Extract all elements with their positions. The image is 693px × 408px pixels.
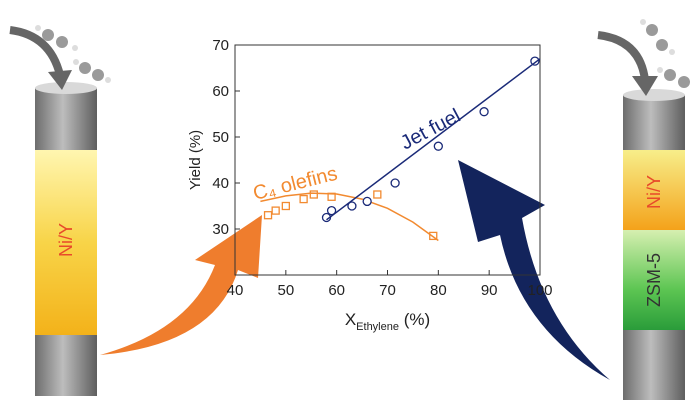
- x-tick-label: 90: [481, 282, 498, 299]
- data-point: [530, 56, 540, 66]
- navy-arrow: [458, 160, 610, 380]
- x-label-sub: Ethylene: [356, 321, 399, 333]
- fit-line: [326, 58, 541, 221]
- data-point: [347, 201, 357, 211]
- series-label: C₄ olefins: [251, 163, 340, 205]
- series-label: Jet fuel: [397, 105, 464, 155]
- y-tick-label: 30: [212, 221, 229, 238]
- data-point: [281, 201, 290, 211]
- reactor-label: ZSM-5: [644, 253, 664, 307]
- y-axis-label: Yield (%): [187, 130, 204, 190]
- molecules: [35, 19, 690, 88]
- data-point: [390, 178, 400, 188]
- orange-arrow: [100, 215, 262, 355]
- x-axis-label: XEthylene (%): [345, 310, 430, 333]
- data-point: [309, 190, 318, 199]
- data-point: [299, 194, 308, 204]
- y-tick-label: 70: [212, 37, 229, 54]
- x-tick-label: 40: [227, 282, 244, 299]
- fit-line: [260, 192, 439, 242]
- x-tick-label: 70: [379, 282, 396, 299]
- y-tick-label: 40: [212, 175, 229, 192]
- right-reactor: Ni/Y ZSM-5: [597, 31, 685, 400]
- data-point: [433, 141, 443, 151]
- data-point: [479, 107, 489, 117]
- y-tick-label: 50: [212, 129, 229, 146]
- x-tick-label: 60: [328, 282, 345, 299]
- y-tick-label: 60: [212, 83, 229, 100]
- data-point: [271, 206, 280, 215]
- x-label-unit: (%): [399, 310, 430, 329]
- data-point: [362, 196, 372, 207]
- x-tick-label: 80: [430, 282, 447, 299]
- x-label-main: X: [345, 310, 356, 329]
- data-point: [373, 190, 382, 199]
- reactor-label: Ni/Y: [56, 223, 76, 257]
- plot-frame: [234, 44, 541, 276]
- data-point: [263, 211, 273, 220]
- data-point: [326, 205, 337, 216]
- x-tick-label: 100: [527, 282, 552, 299]
- reactor-label: Ni/Y: [644, 175, 664, 209]
- left-reactor: Ni/Y: [9, 26, 97, 396]
- x-tick-label: 50: [277, 282, 294, 299]
